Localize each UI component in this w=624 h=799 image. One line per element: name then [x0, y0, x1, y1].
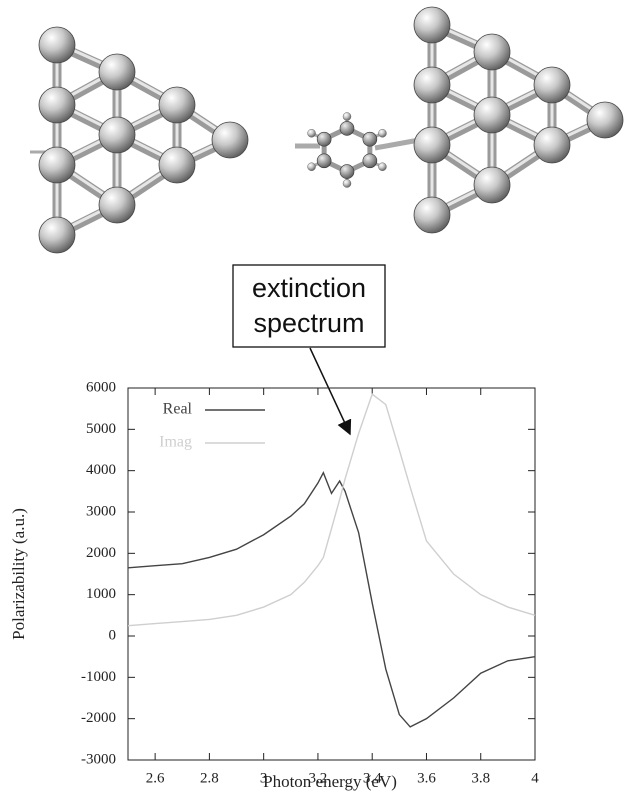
page: {"chart_data": { "type": "line", "annota… — [0, 0, 624, 794]
atom — [474, 167, 510, 203]
y-tick-label: 4000 — [86, 462, 116, 478]
atom — [414, 67, 450, 103]
atom — [474, 34, 510, 70]
carbon — [340, 121, 354, 135]
atom — [99, 54, 135, 90]
legend-label: Imag — [159, 434, 192, 451]
carbon — [363, 132, 377, 146]
y-tick-label: -1000 — [81, 669, 116, 685]
atom — [534, 67, 570, 103]
molecule-illustration — [30, 7, 623, 253]
atom — [474, 97, 510, 133]
annotation-text: extinction — [252, 273, 366, 303]
atom — [414, 7, 450, 43]
atom — [39, 217, 75, 253]
legend-label: Real — [163, 401, 193, 418]
carbon — [317, 132, 331, 146]
atom — [414, 127, 450, 163]
carbon — [363, 154, 377, 168]
hydrogen — [378, 129, 386, 137]
y-tick-label: 0 — [109, 627, 117, 643]
y-tick-label: 1000 — [86, 586, 116, 602]
atom — [212, 122, 248, 158]
y-tick-label: -2000 — [81, 710, 116, 726]
atom — [159, 147, 195, 183]
x-tick-label: 3 — [260, 770, 268, 786]
hydrogen — [343, 113, 351, 121]
series-line — [128, 394, 535, 625]
series-line — [128, 473, 535, 727]
atom — [39, 27, 75, 63]
annotation-text: spectrum — [253, 308, 364, 338]
figure: extinction spectrum Photon energy (eV) P… — [0, 0, 624, 794]
atom — [414, 197, 450, 233]
plot: Photon energy (eV) Polarizability (a.u.)… — [9, 379, 539, 790]
y-tick-label: 3000 — [86, 503, 116, 519]
x-tick-label: 3.2 — [309, 770, 328, 786]
atom — [39, 147, 75, 183]
y-tick-label: -3000 — [81, 751, 116, 767]
hydrogen — [378, 163, 386, 171]
y-tick-label: 2000 — [86, 545, 116, 561]
atom — [534, 127, 570, 163]
x-tick-label: 2.6 — [146, 770, 165, 786]
annotation: extinction spectrum — [233, 265, 385, 434]
carbon — [317, 154, 331, 168]
y-tick-label: 5000 — [86, 421, 116, 437]
atom — [39, 87, 75, 123]
carbon — [340, 165, 354, 179]
hydrogen — [343, 179, 351, 187]
x-tick-label: 3.8 — [471, 770, 490, 786]
y-axis-title: Polarizability (a.u.) — [9, 508, 28, 640]
x-tick-label: 4 — [531, 770, 539, 786]
hydrogen — [308, 163, 316, 171]
annotation-arrow — [310, 348, 350, 434]
x-tick-label: 2.8 — [200, 770, 219, 786]
atom — [99, 117, 135, 153]
atom — [99, 187, 135, 223]
hydrogen — [308, 129, 316, 137]
atom — [159, 87, 195, 123]
y-tick-label: 6000 — [86, 379, 116, 395]
x-tick-label: 3.6 — [417, 770, 436, 786]
x-tick-label: 3.4 — [363, 770, 382, 786]
atom — [587, 102, 623, 138]
